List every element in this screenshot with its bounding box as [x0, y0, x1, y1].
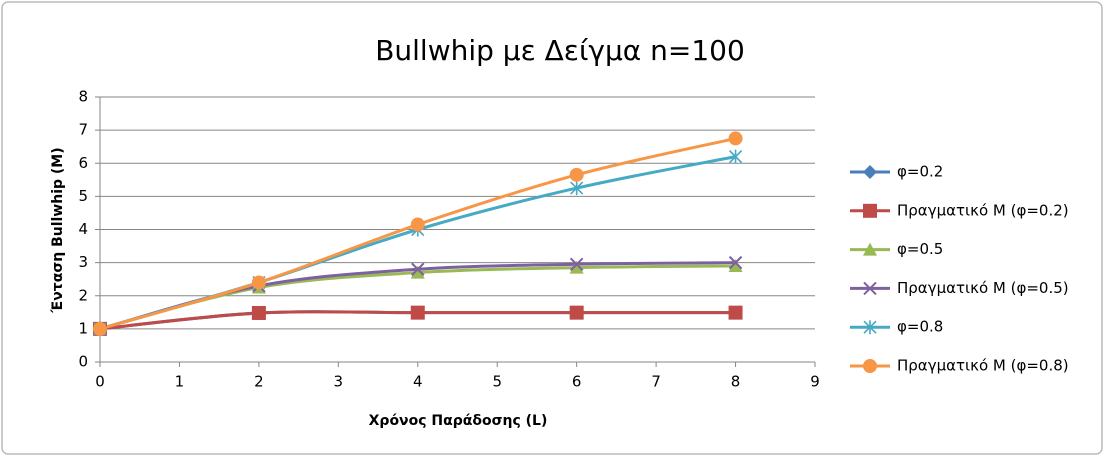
x-tick-label: 5 [492, 373, 502, 391]
marker [410, 265, 425, 279]
x-tick-label: 0 [95, 373, 105, 391]
marker [569, 260, 584, 274]
legend-marker [863, 281, 877, 296]
y-tick-label: 2 [78, 286, 88, 304]
marker [251, 275, 266, 290]
legend-label: Πραγματικό Μ (φ=0.5) [897, 279, 1069, 297]
x-tick-label: 7 [651, 373, 661, 391]
marker [569, 257, 584, 271]
legend-label: Πραγματικό Μ (φ=0.8) [897, 357, 1069, 375]
x-axis-label: Χρόνος Παράδοσης (L) [369, 413, 548, 429]
marker [411, 262, 425, 276]
x-tick-label: 6 [572, 373, 582, 391]
marker [728, 255, 743, 270]
chart-title: Bullwhip με Δείγμα n=100 [375, 34, 745, 67]
y-tick-label: 6 [78, 154, 88, 172]
legend-label: Πραγματικό Μ (φ=0.2) [897, 201, 1069, 219]
y-axis-label: Ένταση Bullwhip (M) [50, 147, 66, 313]
legend-label: φ=0.5 [897, 240, 943, 258]
y-tick-label: 5 [78, 187, 88, 205]
marker [251, 305, 266, 320]
y-tick-label: 1 [78, 319, 88, 337]
marker [569, 305, 584, 320]
x-tick-label: 2 [254, 373, 264, 391]
marker [410, 217, 425, 232]
marker [569, 167, 584, 182]
legend-marker [863, 320, 877, 335]
marker [728, 149, 743, 164]
y-tick-label: 8 [78, 88, 88, 106]
x-tick-label: 9 [810, 373, 820, 391]
marker [93, 321, 107, 336]
y-tick-label: 7 [78, 121, 88, 139]
x-tick-label: 4 [413, 373, 423, 391]
x-tick-label: 1 [175, 373, 185, 391]
legend-marker [863, 242, 877, 256]
legend-marker [863, 359, 877, 373]
x-tick-label: 3 [334, 373, 344, 391]
y-tick-label: 3 [78, 253, 88, 271]
legend-label: φ=0.2 [897, 163, 943, 181]
y-tick-label: 0 [78, 353, 88, 371]
marker [570, 181, 584, 196]
legend-label: φ=0.8 [897, 318, 943, 336]
marker [728, 305, 743, 320]
marker [728, 258, 743, 272]
legend-marker [863, 203, 877, 218]
y-tick-label: 4 [78, 220, 88, 238]
marker [410, 305, 425, 320]
marker [728, 131, 743, 146]
x-tick-label: 8 [731, 373, 741, 391]
legend-marker [863, 165, 877, 179]
